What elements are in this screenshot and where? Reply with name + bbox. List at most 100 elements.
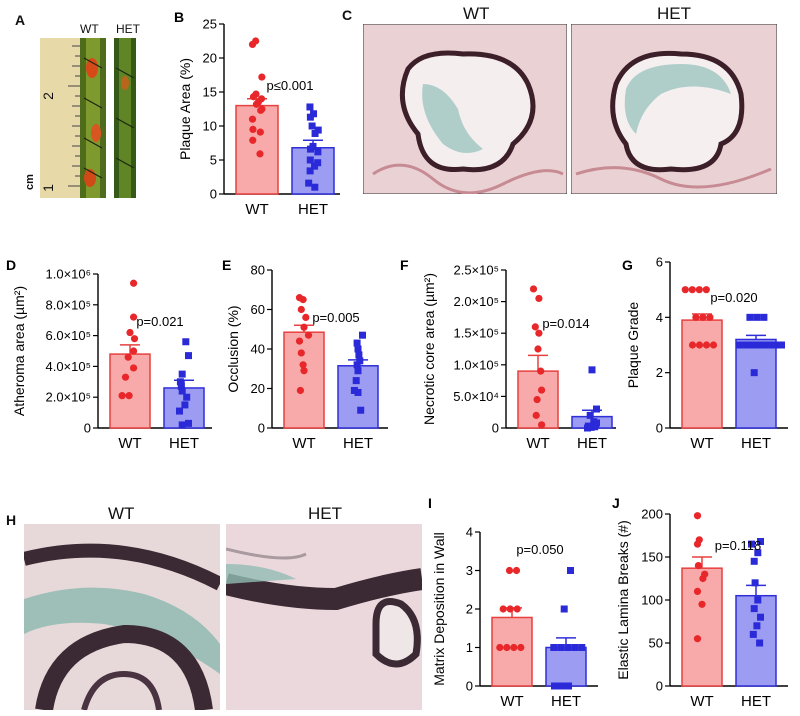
data-point-wt (299, 361, 307, 369)
bar-wt (681, 319, 723, 429)
data-point-het (178, 387, 186, 395)
data-point-wt (496, 643, 504, 652)
data-point-wt (130, 313, 138, 321)
data-point-het (760, 313, 768, 321)
x-tick-label: HET (577, 435, 607, 452)
data-point-het (757, 613, 764, 621)
bar-wt (283, 331, 325, 429)
y-tick-label: 0 (656, 421, 663, 436)
data-point-het (558, 682, 565, 690)
y-tick-label: 100 (641, 593, 663, 608)
data-point-het (306, 145, 314, 153)
y-tick-label: 4.0×10⁵ (45, 359, 91, 374)
ruler-number-1: 1 (39, 184, 56, 192)
aorta-photo-wt (80, 38, 106, 198)
bar-wt (109, 353, 151, 429)
data-point-het (356, 357, 364, 365)
data-point-wt (512, 566, 521, 575)
y-tick-label: 20 (251, 381, 265, 396)
chart-g: G 0 2 4 6 Plaque Grade WT HET p=0.020 (622, 255, 788, 452)
ruler-unit: cm (23, 174, 36, 190)
y-tick-label: 2.5×10⁵ (453, 263, 499, 278)
data-point-wt (538, 386, 546, 394)
p-value-annotation: p=0.020 (710, 290, 757, 305)
data-point-het (751, 579, 759, 587)
y-tick-label: 6.0×10⁵ (45, 328, 91, 343)
data-point-wt (300, 323, 308, 331)
panel-letter-a: A (15, 12, 26, 28)
panel-h-label-het: HET (308, 504, 342, 523)
data-point-het (560, 605, 568, 613)
y-tick-label: 2 (656, 365, 663, 380)
data-point-wt (130, 364, 138, 372)
bar-wt (491, 616, 533, 687)
data-point-wt (533, 395, 541, 404)
chart-f: F 0 5.0×10⁴ 1.0×10⁵ 1.5×10⁵ 2.0×10⁵ 2.5×10⁵ Nec… (400, 257, 616, 452)
panel-letter: J (612, 495, 620, 511)
data-point-het (750, 341, 757, 349)
data-point-wt (130, 335, 139, 343)
x-tick-label: HET (551, 693, 581, 710)
data-point-het (587, 423, 595, 431)
data-point-wt (248, 40, 257, 49)
y-tick-label: 2.0×10⁵ (453, 294, 499, 309)
data-point-wt (304, 331, 313, 339)
y-tick-label: 4 (466, 525, 473, 540)
panel-h-label-wt: WT (108, 504, 135, 523)
y-axis-label: Necrotic core area (µm²) (421, 273, 437, 425)
data-point-het (185, 419, 192, 427)
panel-letter: B (174, 9, 184, 25)
data-point-wt (296, 386, 304, 395)
data-point-het (753, 622, 761, 630)
x-tick-label: WT (500, 693, 523, 710)
data-point-het (308, 122, 316, 130)
data-point-wt (248, 115, 257, 123)
data-point-het (750, 605, 758, 613)
data-point-wt (252, 100, 261, 108)
data-point-wt (688, 341, 697, 349)
data-point-het (743, 341, 750, 349)
aorta-photo-het (114, 38, 136, 198)
x-tick-label: HET (741, 435, 771, 452)
y-tick-label: 5 (210, 153, 217, 168)
ruler-number-2: 2 (39, 92, 56, 100)
y-axis-label: Elastic Lamina Breaks (#) (615, 520, 631, 680)
data-point-wt (125, 392, 133, 400)
y-tick-label: 4 (656, 310, 663, 325)
y-tick-label: 2 (466, 602, 473, 617)
data-point-het (565, 682, 572, 690)
y-axis-label: Plaque Grade (625, 302, 641, 389)
panel-a-label-het: HET (116, 22, 140, 36)
y-tick-label: 80 (251, 263, 265, 278)
x-tick-label: WT (526, 435, 549, 452)
y-tick-label: 1.0×10⁵ (453, 357, 499, 372)
data-point-wt (249, 125, 257, 133)
data-point-wt (681, 286, 689, 294)
data-point-wt (688, 286, 696, 294)
data-point-het (567, 567, 574, 574)
bar-wt (681, 567, 723, 687)
data-point-het (185, 352, 192, 360)
data-point-het (748, 540, 755, 548)
data-point-wt (706, 313, 714, 321)
data-point-wt (297, 349, 305, 357)
y-tick-label: 1.5×10⁵ (453, 326, 499, 341)
y-axis-label: Occlusion (%) (225, 305, 241, 392)
data-point-het (183, 393, 191, 401)
y-tick-label: 0 (466, 679, 473, 694)
data-point-het (311, 129, 319, 137)
data-point-wt (249, 93, 258, 101)
data-point-wt (535, 329, 543, 337)
x-tick-label: HET (169, 435, 199, 452)
data-point-wt (257, 106, 265, 114)
chart-e: E 0 20 40 60 80 Occlusion (%) WT HET p=0.005 (222, 257, 388, 452)
data-point-het (350, 386, 358, 394)
data-point-het (588, 366, 596, 374)
data-point-wt (503, 643, 511, 652)
data-point-wt (534, 345, 542, 353)
data-point-het (178, 370, 186, 378)
data-point-wt (702, 341, 711, 349)
y-tick-label: 0 (258, 421, 265, 436)
data-point-het (578, 644, 586, 651)
data-point-het (550, 644, 558, 651)
